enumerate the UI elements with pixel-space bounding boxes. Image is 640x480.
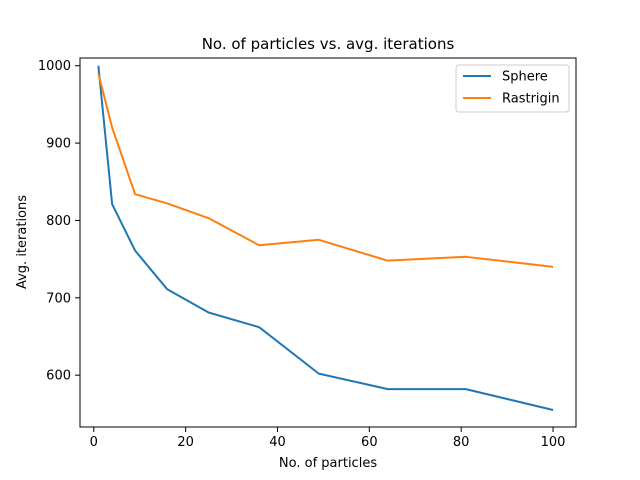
y-axis-ticks: 600 700 800 900 1000 (38, 59, 80, 384)
chart-title: No. of particles vs. avg. iterations (202, 35, 455, 53)
x-axis-label: No. of particles (279, 456, 377, 471)
y-tick-label: 600 (46, 369, 71, 384)
y-tick-label: 900 (46, 137, 71, 152)
x-tick-label: 60 (361, 435, 378, 450)
legend-label-rastrigin: Rastrigin (502, 92, 560, 107)
legend: Sphere Rastrigin (455, 64, 570, 113)
x-axis-ticks: 0 20 40 60 80 100 (90, 427, 566, 450)
y-tick-label: 700 (46, 291, 71, 306)
series-line-sphere (97, 65, 554, 411)
y-tick-label: 1000 (38, 59, 71, 74)
series-line-rastrigin (97, 73, 554, 268)
x-tick-label: 100 (541, 435, 566, 450)
x-tick-label: 20 (177, 435, 194, 450)
y-axis-label: Avg. iterations (15, 195, 30, 289)
plot-area (97, 65, 554, 411)
x-tick-label: 0 (90, 435, 98, 450)
legend-label-sphere: Sphere (502, 70, 548, 85)
y-tick-label: 800 (46, 214, 71, 229)
x-tick-label: 80 (453, 435, 470, 450)
axes-frame (79, 57, 577, 428)
x-tick-label: 40 (269, 435, 286, 450)
